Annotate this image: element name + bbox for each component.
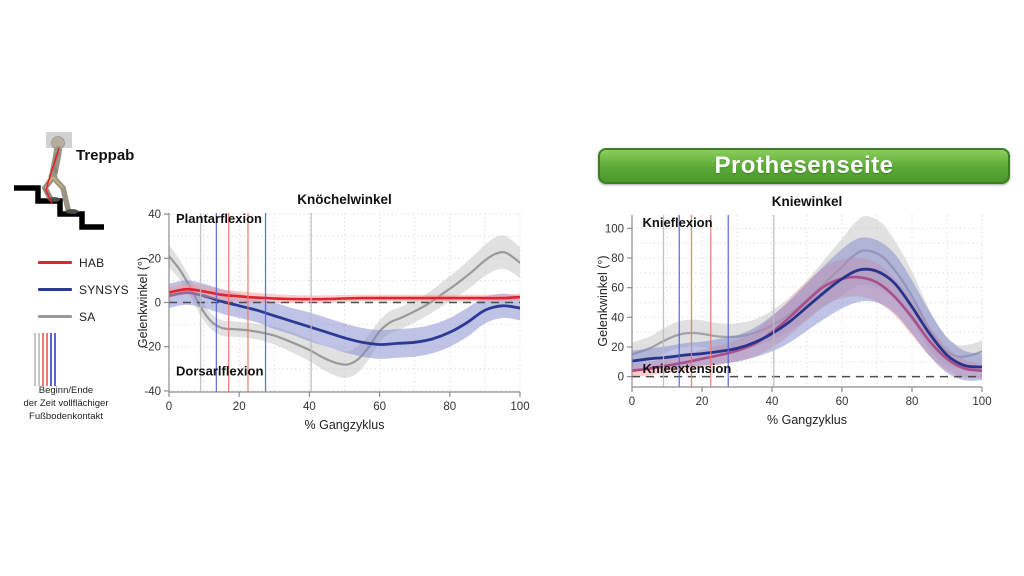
svg-text:Gelenkwinkel (°): Gelenkwinkel (°): [596, 255, 610, 346]
svg-text:-20: -20: [144, 342, 161, 354]
svg-text:20: 20: [148, 253, 161, 265]
legend-item-sa: SA: [38, 303, 129, 330]
caption-line: der Zeit vollflächiger: [23, 398, 109, 409]
svg-text:0: 0: [618, 372, 624, 384]
svg-text:60: 60: [373, 401, 386, 413]
svg-text:80: 80: [611, 253, 624, 265]
svg-text:100: 100: [972, 396, 991, 408]
svg-text:100: 100: [605, 223, 624, 235]
svg-text:40: 40: [611, 312, 624, 324]
event-legend-line: [54, 333, 56, 386]
svg-text:Kniewinkel: Kniewinkel: [772, 194, 843, 209]
svg-text:Plantarflexion: Plantarflexion: [176, 211, 262, 226]
legend-item-synsys: SYNSYS: [38, 276, 129, 303]
svg-text:0: 0: [155, 298, 161, 310]
caption-line: Fußbodenkontakt: [29, 411, 103, 422]
event-legend-line: [34, 333, 36, 386]
legend-label: SA: [79, 309, 96, 324]
stairs-shape: [14, 185, 104, 230]
person-shape: [41, 136, 79, 214]
event-legend-line: [46, 333, 48, 386]
svg-text:Knöchelwinkel: Knöchelwinkel: [297, 192, 392, 207]
ankle-angle-chart: 0 20 40 60 80 100 -40 -20 0 20 40 Knöchelwinkel % Ga…: [136, 192, 530, 432]
svg-text:0: 0: [629, 396, 635, 408]
svg-text:20: 20: [233, 401, 246, 413]
hab-line-swatch: [38, 261, 72, 264]
legend-label: SYNSYS: [79, 282, 129, 297]
caption-line: Beginn/Ende: [38, 385, 94, 396]
gait-trace-line: [45, 147, 60, 205]
person-descending-stairs-icon: [14, 132, 104, 230]
svg-text:40: 40: [303, 401, 316, 413]
event-legend-line: [50, 333, 52, 386]
svg-text:40: 40: [148, 209, 161, 221]
svg-text:20: 20: [696, 396, 709, 408]
svg-text:Knieflexion: Knieflexion: [643, 215, 713, 230]
svg-text:20: 20: [611, 342, 624, 354]
condition-label: Treppab: [76, 147, 135, 164]
svg-text:Gelenkwinkel (°): Gelenkwinkel (°): [136, 257, 150, 348]
knee-angle-chart: 0 20 40 60 80 100 0 20 40 60 80 100 Kniewinkel % Gang…: [596, 194, 992, 427]
svg-text:80: 80: [443, 401, 456, 413]
svg-text:% Gangzyklus: % Gangzyklus: [767, 413, 847, 427]
banner-title: Prothesenseite: [714, 152, 894, 179]
prothesenseite-banner: Prothesenseite: [598, 148, 1010, 184]
svg-text:100: 100: [510, 401, 529, 413]
event-lines-legend: [34, 333, 58, 386]
legend-label: HAB: [79, 255, 105, 270]
event-legend-line: [38, 333, 40, 386]
svg-text:60: 60: [611, 283, 624, 295]
svg-text:-40: -40: [144, 386, 161, 398]
svg-text:% Gangzyklus: % Gangzyklus: [305, 418, 385, 432]
sa-line-swatch: [38, 315, 72, 318]
legend-item-hab: HAB: [38, 249, 129, 276]
svg-text:60: 60: [836, 396, 849, 408]
svg-text:80: 80: [906, 396, 919, 408]
svg-text:0: 0: [166, 401, 172, 413]
svg-text:Dorsarlflexion: Dorsarlflexion: [176, 363, 263, 378]
synsys-line-swatch: [38, 288, 72, 291]
series-legend: HAB SYNSYS SA: [38, 249, 129, 330]
svg-text:40: 40: [766, 396, 779, 408]
event-legend-line: [42, 333, 44, 386]
svg-text:Knieextension: Knieextension: [643, 361, 732, 376]
event-legend-caption: Beginn/Ende der Zeit vollflächiger Fußbo…: [0, 384, 132, 423]
